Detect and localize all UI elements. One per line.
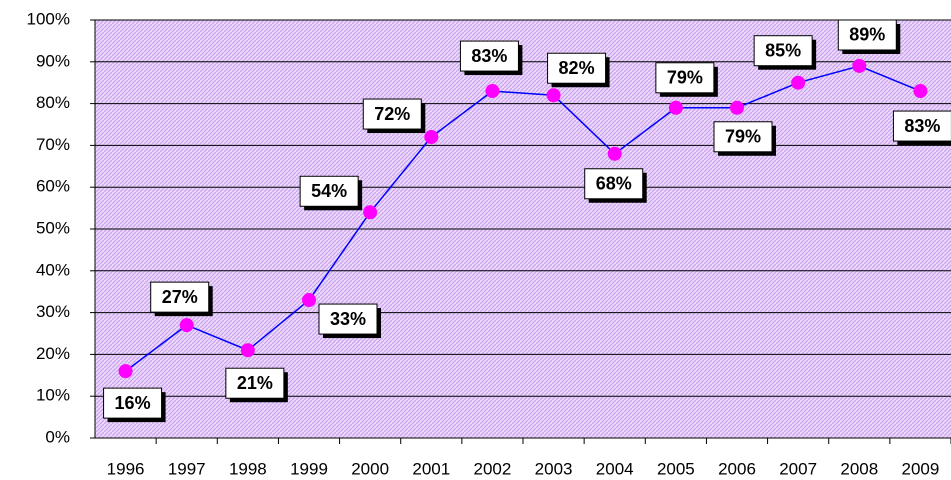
y-tick-label: 0% — [45, 427, 70, 446]
x-tick-label: 2007 — [779, 459, 817, 478]
data-label: 89% — [849, 25, 885, 45]
label-box — [459, 40, 519, 72]
data-point — [302, 293, 316, 308]
label-box — [584, 168, 644, 200]
y-tick-label: 60% — [36, 177, 70, 196]
y-tick-label: 20% — [36, 344, 70, 363]
data-label: 33% — [330, 309, 366, 329]
data-point — [730, 100, 744, 115]
data-label: 21% — [237, 373, 273, 393]
data-label: 16% — [115, 393, 151, 413]
x-tick-label: 1996 — [107, 459, 145, 478]
label-box — [150, 281, 210, 313]
data-point — [913, 84, 928, 99]
series-line — [125, 65, 921, 372]
data-point — [363, 205, 378, 220]
x-tick-label: 1998 — [229, 459, 267, 478]
label-box — [225, 367, 285, 399]
x-tick-label: 2004 — [596, 459, 634, 478]
data-label: 72% — [374, 104, 410, 124]
data-label: 85% — [765, 40, 801, 60]
x-tick-label: 2002 — [474, 459, 512, 478]
data-point — [485, 84, 500, 99]
data-point — [424, 130, 439, 145]
x-tick-label: 2006 — [718, 459, 756, 478]
x-tick-label: 1999 — [290, 459, 328, 478]
y-tick-label: 10% — [36, 386, 70, 405]
data-label: 79% — [725, 127, 761, 147]
data-point — [240, 343, 255, 358]
data-label: 27% — [162, 287, 198, 307]
label-box — [892, 110, 951, 142]
data-point — [791, 75, 806, 90]
y-tick-label: 80% — [36, 93, 70, 112]
y-tick-label: 100% — [27, 9, 70, 28]
y-tick-label: 90% — [36, 51, 70, 70]
label-box — [655, 62, 715, 94]
x-tick-label: 2005 — [657, 459, 695, 478]
x-tick-label: 2000 — [351, 459, 389, 478]
label-box — [318, 303, 378, 335]
data-label: 54% — [311, 181, 347, 201]
data-label: 82% — [559, 58, 595, 78]
data-label: 83% — [904, 116, 940, 136]
y-tick-label: 30% — [36, 302, 70, 321]
data-point — [118, 364, 133, 379]
data-point — [607, 146, 622, 161]
y-tick-label: 70% — [36, 135, 70, 154]
label-box — [299, 175, 359, 207]
label-box — [362, 98, 422, 130]
data-point — [852, 58, 867, 73]
x-tick-label: 2003 — [535, 459, 573, 478]
label-box — [837, 19, 897, 51]
label-box — [547, 52, 607, 84]
label-box — [103, 387, 163, 419]
x-tick-label: 2008 — [840, 459, 878, 478]
y-tick-label: 50% — [36, 218, 70, 237]
label-box — [753, 35, 813, 67]
y-tick-label: 40% — [36, 260, 70, 279]
data-label: 79% — [667, 68, 703, 88]
x-tick-label: 2001 — [412, 459, 450, 478]
x-tick-label: 2009 — [902, 459, 940, 478]
data-point — [179, 318, 194, 333]
data-point — [668, 100, 683, 115]
label-box — [713, 121, 773, 153]
data-label: 68% — [596, 174, 632, 194]
data-label: 83% — [471, 46, 507, 66]
x-tick-label: 1997 — [168, 459, 206, 478]
data-point — [546, 88, 561, 103]
